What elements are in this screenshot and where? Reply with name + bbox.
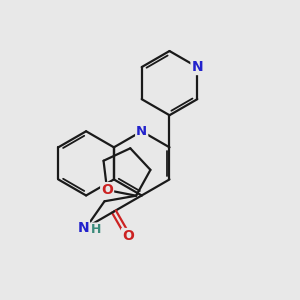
Text: N: N xyxy=(77,220,89,235)
Text: N: N xyxy=(136,125,147,138)
Text: N: N xyxy=(191,60,203,74)
Text: O: O xyxy=(122,229,134,243)
Text: H: H xyxy=(90,224,101,236)
Text: O: O xyxy=(101,183,113,197)
